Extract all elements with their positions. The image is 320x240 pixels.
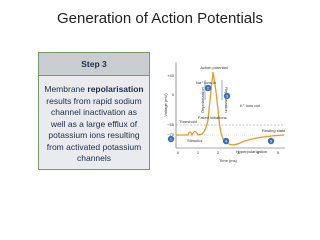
step-marker (223, 92, 231, 100)
x-tick-label: 1 (197, 150, 200, 155)
step-marker (204, 84, 212, 92)
step-marker (167, 135, 175, 143)
step-header: Step 3 (39, 53, 149, 76)
body-bold: repolarisation (87, 84, 144, 94)
body-text: Membrane (44, 84, 86, 94)
x-tick-label: 3 (237, 150, 240, 155)
step-number: 3 (226, 93, 229, 98)
y-tick-label: −70 (167, 132, 175, 137)
diagram-label: Failed initiations (198, 115, 227, 120)
diagram-label: K⁺ ions out (240, 103, 261, 108)
diagram-label: Depolarization (200, 87, 205, 113)
y-axis-label: Voltage (mV) (163, 93, 168, 117)
diagram-label: Stimulus (187, 138, 202, 143)
slide-title: Generation of Action Potentials (57, 10, 263, 27)
body-text: results from rapid sodium channel inacti… (46, 95, 142, 164)
action-potential-curve (176, 71, 285, 146)
x-tick-label: 5 (277, 150, 280, 155)
diagram-label: Threshold (179, 119, 197, 124)
slide: Generation of Action Potentials Step 3 M… (38, 10, 287, 170)
diagram: Voltage (mV) Time (ms) +40 0 −55 −70 0 1 2 3 4 5 Act… (163, 62, 286, 163)
step-number: 5 (270, 138, 273, 143)
x-tick-label: 4 (257, 150, 260, 155)
step-number: 1 (170, 136, 173, 141)
step-body: Membrane repolarisation results from rap… (39, 76, 149, 165)
y-tick-label: 0 (172, 92, 175, 97)
x-axis-label: Time (ms) (219, 158, 238, 163)
step-box: Step 3 Membrane repolarisation results f… (38, 52, 150, 170)
diagram-label: Repolarization (224, 87, 229, 113)
step-number: 4 (225, 138, 228, 143)
step-marker (267, 137, 275, 145)
y-tick-label: −55 (167, 122, 175, 127)
y-tick-label: +40 (167, 73, 175, 78)
diagram-label: Action potential (200, 65, 227, 70)
step-marker (222, 137, 230, 145)
diagram-label: Hyperpolarization (236, 149, 267, 154)
diagram-label: Resting state (262, 128, 286, 133)
step-number: 2 (207, 85, 210, 90)
x-tick-label: 0 (177, 150, 180, 155)
x-tick-label: 2 (217, 150, 220, 155)
diagram-label: Na⁺ ions in (196, 80, 216, 85)
